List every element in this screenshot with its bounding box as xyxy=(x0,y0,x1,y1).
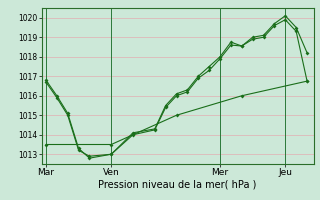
X-axis label: Pression niveau de la mer( hPa ): Pression niveau de la mer( hPa ) xyxy=(99,180,257,190)
